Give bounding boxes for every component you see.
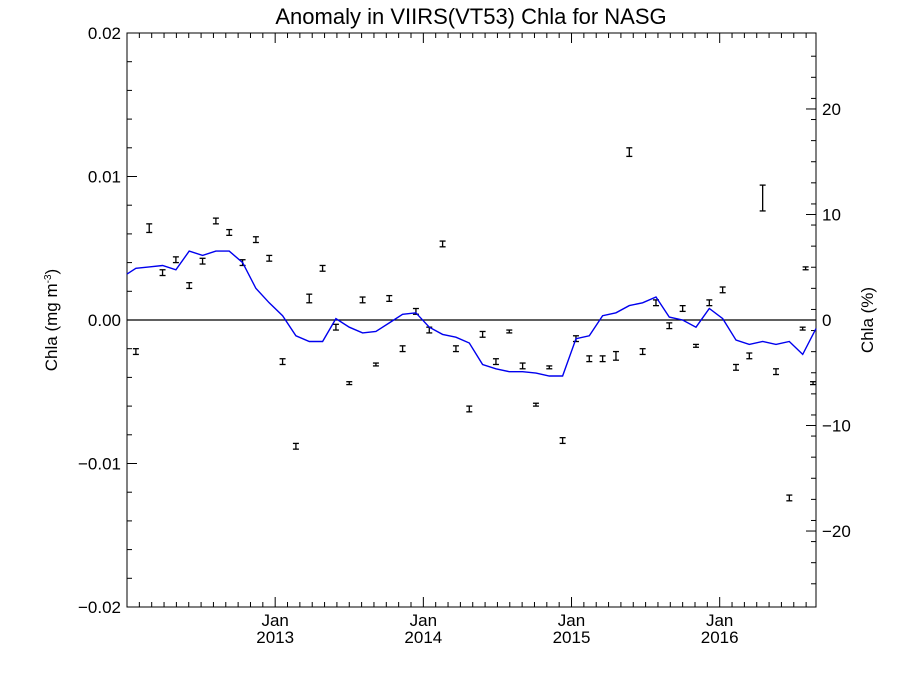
y2-tick-label: 10	[822, 205, 841, 224]
x-tick-month-label: Jan	[261, 611, 288, 630]
data-point	[802, 266, 809, 271]
data-point	[252, 236, 259, 244]
data-point	[559, 437, 566, 445]
plot-area: −0.02−0.010.000.010.02−20−1001020Jan2013…	[78, 24, 851, 647]
data-point	[199, 257, 206, 265]
x-tick-month-label: Jan	[410, 611, 437, 630]
data-point	[532, 402, 539, 407]
data-point	[452, 345, 459, 353]
data-point	[466, 405, 473, 413]
data-point	[399, 345, 406, 353]
data-point	[799, 326, 806, 331]
y-tick-label: −0.01	[78, 455, 121, 474]
x-tick-year-label: 2014	[404, 628, 442, 647]
data-point	[666, 322, 673, 330]
data-point	[612, 350, 619, 361]
y-tick-label: 0.00	[88, 311, 121, 330]
y2-tick-label: 0	[822, 311, 831, 330]
data-point	[586, 355, 593, 363]
data-point	[359, 296, 366, 304]
data-point	[679, 304, 686, 313]
data-point	[266, 254, 273, 262]
data-point	[212, 217, 219, 225]
data-point	[639, 348, 646, 356]
y-tick-label: 0.02	[88, 24, 121, 43]
data-point	[319, 264, 326, 272]
data-point	[732, 363, 739, 371]
x-tick-year-label: 2016	[701, 628, 739, 647]
data-point	[146, 223, 153, 234]
y-axis-label: Chla (mg m-3)	[42, 269, 61, 371]
data-point	[759, 184, 766, 212]
data-point	[626, 147, 633, 158]
y2-tick-label: −20	[822, 522, 851, 541]
anomaly-line	[126, 250, 817, 377]
x-tick-month-label: Jan	[558, 611, 585, 630]
data-point	[132, 348, 139, 356]
y-tick-label: −0.02	[78, 598, 121, 617]
y-tick-label: 0.01	[88, 168, 121, 187]
data-point	[346, 381, 353, 386]
data-point	[772, 368, 779, 376]
data-point	[386, 294, 393, 302]
y2-tick-label: −10	[822, 417, 851, 436]
data-point	[786, 494, 793, 502]
y-axis-label-close: )	[42, 269, 61, 275]
data-point	[186, 282, 193, 290]
y-axis-label-sup: -3	[43, 274, 54, 283]
data-point	[492, 358, 499, 366]
data-point	[519, 362, 526, 370]
y2-axis-label: Chla (%)	[858, 287, 877, 353]
x-tick-year-label: 2015	[553, 628, 591, 647]
data-point	[226, 228, 233, 236]
x-tick-year-label: 2013	[256, 628, 294, 647]
data-point	[332, 323, 339, 331]
data-point	[546, 365, 553, 370]
data-point	[292, 442, 299, 450]
data-point	[810, 381, 817, 386]
data-point	[692, 343, 699, 348]
y-axis-label-main: Chla (mg m	[42, 283, 61, 371]
data-point	[479, 330, 486, 338]
x-tick-month-label: Jan	[706, 611, 733, 630]
data-point	[372, 362, 379, 367]
data-point	[159, 269, 166, 277]
data-point	[439, 240, 446, 248]
chart-title: Anomaly in VIIRS(VT53) Chla for NASG	[275, 4, 666, 29]
data-point	[746, 352, 753, 360]
data-point	[506, 329, 513, 334]
data-point	[306, 293, 313, 304]
data-point	[706, 299, 713, 307]
data-point	[279, 358, 286, 366]
data-point	[599, 355, 606, 363]
y2-tick-label: 20	[822, 100, 841, 119]
data-point	[719, 286, 726, 294]
data-point	[172, 256, 179, 264]
